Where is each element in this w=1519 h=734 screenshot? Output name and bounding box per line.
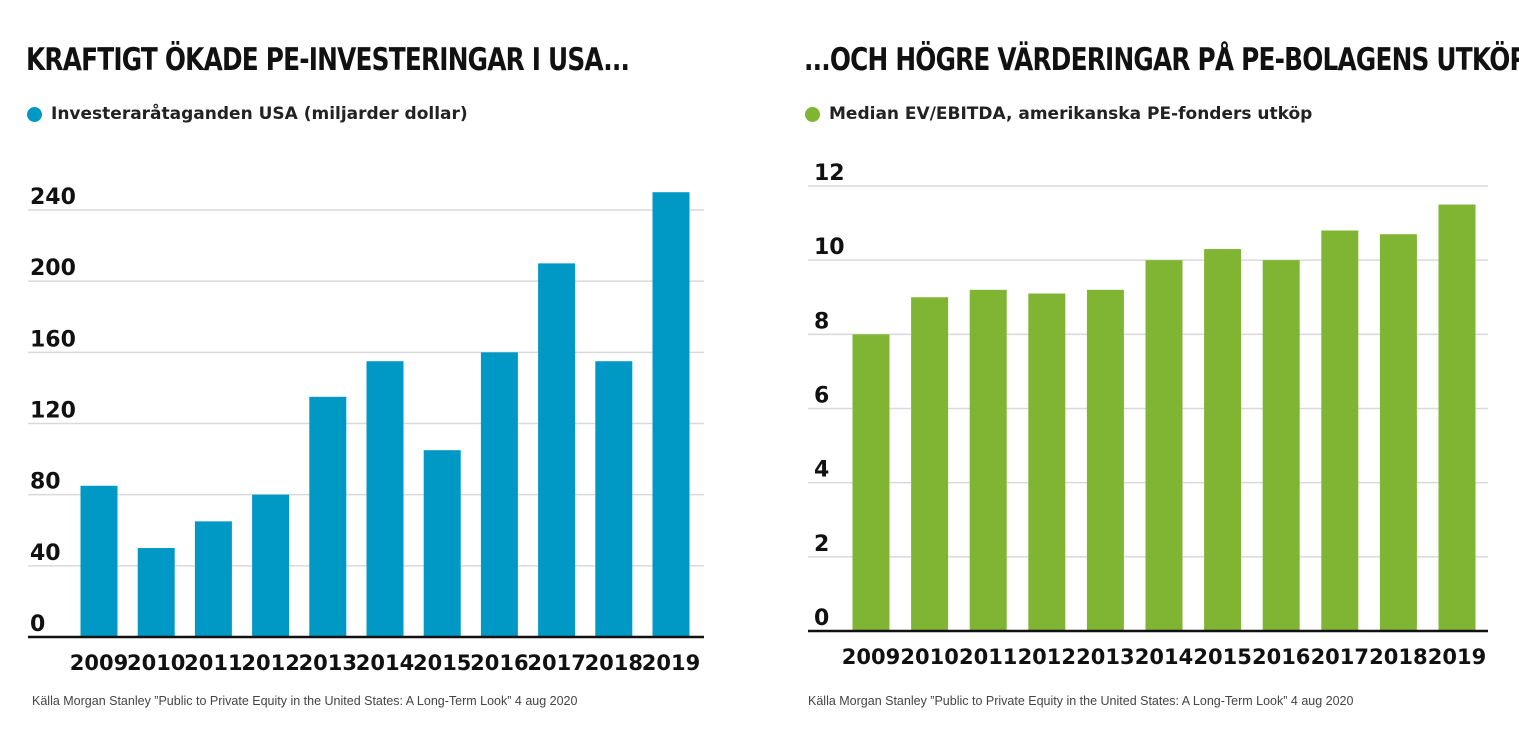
bar-2014 bbox=[366, 361, 404, 637]
bar-2010 bbox=[911, 297, 949, 631]
bar-2011 bbox=[969, 289, 1007, 631]
legend-marker bbox=[805, 106, 820, 122]
x-tick-label: 2014 bbox=[356, 651, 414, 675]
x-tick-label: 2017 bbox=[527, 651, 585, 675]
x-tick-label: 2009 bbox=[842, 645, 900, 669]
y-tick-label: 6 bbox=[814, 384, 829, 409]
y-tick-label: 0 bbox=[814, 606, 829, 631]
bar-2014 bbox=[1145, 260, 1183, 631]
legend-label: Median EV/EBITDA, amerikanska PE-fonders… bbox=[829, 104, 1313, 124]
x-tick-label: 2018 bbox=[585, 651, 643, 675]
bar-2011 bbox=[194, 521, 232, 637]
bar-2018 bbox=[595, 361, 633, 637]
y-tick-label: 40 bbox=[30, 541, 61, 566]
y-tick-label: 8 bbox=[814, 309, 829, 334]
bar-2009 bbox=[80, 485, 118, 637]
y-tick-label: 200 bbox=[30, 256, 76, 281]
bar-chart-investments: 0408012016020024020092010201120122013201… bbox=[28, 185, 704, 675]
bar-2017 bbox=[1321, 230, 1359, 631]
x-tick-label: 2019 bbox=[642, 651, 700, 675]
bar-2017 bbox=[538, 263, 576, 637]
bar-2010 bbox=[137, 548, 175, 637]
x-tick-label: 2019 bbox=[1428, 645, 1486, 669]
x-tick-label: 2010 bbox=[900, 645, 958, 669]
x-tick-label: 2015 bbox=[1193, 645, 1251, 669]
y-tick-label: 2 bbox=[814, 532, 829, 557]
bar-2018 bbox=[1379, 234, 1417, 632]
x-tick-label: 2011 bbox=[184, 651, 242, 675]
x-tick-label: 2015 bbox=[413, 651, 471, 675]
chart-panel-investments: KRAFTIGT ÖKADE PE-INVESTERINGAR I USA...… bbox=[0, 0, 740, 734]
x-tick-label: 2012 bbox=[241, 651, 299, 675]
source-note: Källa Morgan Stanley ”Public to Private … bbox=[32, 694, 578, 708]
x-tick-label: 2016 bbox=[1252, 645, 1310, 669]
y-tick-label: 240 bbox=[30, 185, 76, 210]
bar-2019 bbox=[1438, 204, 1476, 631]
x-tick-label: 2011 bbox=[959, 645, 1017, 669]
bar-2013 bbox=[1086, 289, 1124, 631]
chart-title: ...OCH HÖGRE VÄRDERINGAR PÅ PE-BOLAGENS … bbox=[804, 42, 1519, 78]
y-tick-label: 160 bbox=[30, 327, 76, 352]
legend-marker bbox=[27, 106, 42, 122]
x-tick-label: 2017 bbox=[1311, 645, 1369, 669]
y-tick-label: 12 bbox=[814, 161, 845, 186]
x-tick-label: 2013 bbox=[1076, 645, 1134, 669]
y-tick-label: 0 bbox=[30, 612, 45, 637]
bar-2009 bbox=[852, 334, 890, 631]
bar-2012 bbox=[1028, 293, 1066, 631]
y-tick-label: 10 bbox=[814, 235, 845, 260]
legend: Median EV/EBITDA, amerikanska PE-fonders… bbox=[805, 104, 1312, 124]
bar-2015 bbox=[1204, 249, 1242, 631]
bar-2016 bbox=[480, 352, 518, 637]
x-tick-label: 2016 bbox=[470, 651, 528, 675]
x-tick-label: 2010 bbox=[127, 651, 185, 675]
source-note: Källa Morgan Stanley ”Public to Private … bbox=[808, 694, 1354, 708]
y-tick-label: 4 bbox=[814, 458, 829, 483]
chart-title: KRAFTIGT ÖKADE PE-INVESTERINGAR I USA... bbox=[26, 42, 630, 78]
y-tick-label: 120 bbox=[30, 399, 76, 424]
bar-2013 bbox=[309, 396, 347, 637]
x-tick-label: 2013 bbox=[299, 651, 357, 675]
x-tick-label: 2018 bbox=[1369, 645, 1427, 669]
y-tick-label: 80 bbox=[30, 470, 61, 495]
chart-panel-valuations: ...OCH HÖGRE VÄRDERINGAR PÅ PE-BOLAGENS … bbox=[780, 0, 1519, 734]
x-tick-label: 2012 bbox=[1018, 645, 1076, 669]
bar-2012 bbox=[252, 494, 290, 637]
bar-2016 bbox=[1262, 260, 1300, 631]
legend: Investeraråtaganden USA (miljarder dolla… bbox=[27, 104, 468, 124]
x-tick-label: 2014 bbox=[1135, 645, 1193, 669]
bar-2015 bbox=[423, 450, 461, 637]
legend-label: Investeraråtaganden USA (miljarder dolla… bbox=[51, 104, 468, 124]
bar-2019 bbox=[652, 192, 690, 638]
x-tick-label: 2009 bbox=[70, 651, 128, 675]
